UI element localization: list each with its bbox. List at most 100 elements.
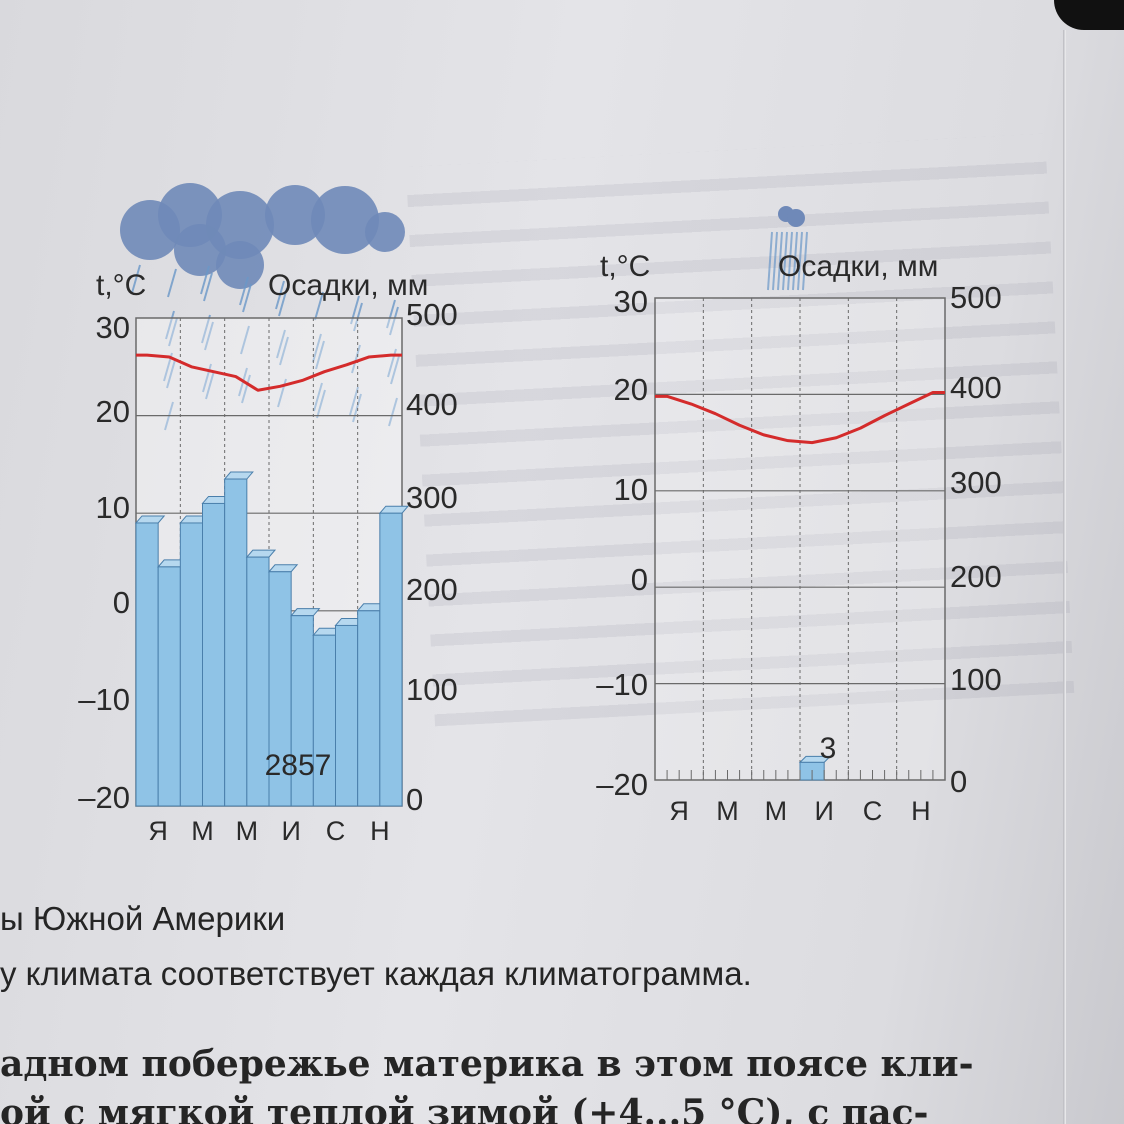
rain-streak <box>275 280 285 310</box>
rain-streak <box>167 268 177 298</box>
precip-bar <box>379 512 403 807</box>
temp-tick-label: –10 <box>78 682 130 717</box>
precip-tick-label: 300 <box>406 480 458 515</box>
annual-precip-total: 3 <box>820 732 837 765</box>
precip-bar <box>135 522 159 807</box>
precip-tick-label: 500 <box>950 280 1002 315</box>
figure-caption: ы Южной Америки <box>0 900 286 937</box>
rain-streak <box>168 317 178 347</box>
cloud-puff <box>787 209 805 227</box>
rain-streak <box>352 393 362 423</box>
temp-tick-label: –20 <box>78 780 130 815</box>
rain-streak <box>316 389 326 419</box>
cloud-puff <box>311 186 379 254</box>
cloud-puff <box>365 212 405 252</box>
month-label: М <box>236 816 259 846</box>
month-label: М <box>191 816 214 846</box>
rain-streak <box>772 231 778 291</box>
cloud-puff <box>216 241 264 289</box>
rain-streak <box>279 336 289 366</box>
precip-bar <box>335 624 359 807</box>
rain-streak <box>802 231 808 291</box>
temperature-line <box>136 353 402 392</box>
rain-streak <box>202 363 212 393</box>
precip-bar <box>179 522 203 807</box>
month-label: М <box>716 796 739 826</box>
rain-streak <box>350 295 360 325</box>
rain-streak <box>204 321 214 351</box>
month-label: С <box>326 816 346 846</box>
rain-streak <box>165 310 175 340</box>
cloud-puff <box>265 185 325 245</box>
temp-axis-title: t,°C <box>96 269 146 302</box>
month-label: Я <box>148 816 168 846</box>
rain-streak <box>241 374 251 404</box>
precip-tick-label: 400 <box>950 370 1002 405</box>
rain-streak <box>389 306 399 336</box>
temp-tick-label: –20 <box>596 767 648 802</box>
rain-streak <box>353 302 363 332</box>
temp-tick-label: 20 <box>96 394 130 429</box>
rain-streak <box>239 276 249 306</box>
rain-streak <box>315 340 325 370</box>
rain-streak <box>351 344 361 374</box>
small-rain-cloud-icon <box>767 206 808 291</box>
rain-streak <box>782 231 788 291</box>
rain-streak <box>388 397 398 427</box>
page-edge <box>1063 30 1066 1124</box>
temperature-line <box>655 390 945 445</box>
rain-streak <box>787 231 793 291</box>
rain-streak <box>314 291 324 321</box>
precip-tick-label: 300 <box>950 465 1002 500</box>
rain-streak <box>386 299 396 329</box>
rain-streak <box>166 359 176 389</box>
precip-tick-label: 100 <box>406 672 458 707</box>
rain-streak <box>205 370 215 400</box>
precip-tick-label: 200 <box>406 572 458 607</box>
precip-tick-label: 0 <box>406 782 423 817</box>
precip-tick-label: 0 <box>950 764 967 799</box>
precip-tick-label: 100 <box>950 662 1002 697</box>
temp-tick-label: 0 <box>631 562 648 597</box>
month-label: И <box>814 796 833 826</box>
temp-tick-label: 10 <box>614 472 648 507</box>
temp-tick-label: 10 <box>96 490 130 525</box>
precip-bar <box>157 566 181 807</box>
rain-streak <box>390 355 400 385</box>
precip-tick-label: 500 <box>406 297 458 332</box>
rain-streak <box>276 329 286 359</box>
rain-cloud-icon <box>120 183 405 431</box>
rain-streak <box>313 382 323 412</box>
rain-streak <box>242 283 252 313</box>
temp-tick-label: 0 <box>113 585 130 620</box>
precip-axis-title: Осадки, мм <box>778 250 938 283</box>
temp-tick-label: –10 <box>596 667 648 702</box>
task-text: у климата соответствует каждая климатогр… <box>0 955 752 992</box>
rain-streak <box>312 333 322 363</box>
temp-tick-label: 30 <box>96 310 130 345</box>
rain-streak <box>349 386 359 416</box>
precip-bar <box>202 502 226 807</box>
rain-streak <box>792 231 798 291</box>
rain-streak <box>240 325 250 355</box>
precip-axis-title: Осадки, мм <box>268 269 428 302</box>
annual-precip-total: 2857 <box>265 749 332 782</box>
precip-tick-label: 400 <box>406 387 458 422</box>
month-label: Я <box>669 796 689 826</box>
body-text-line: ой с мягкой теплой зимой (+4...5 °С), с … <box>0 1092 929 1124</box>
month-label: Н <box>370 816 390 846</box>
month-label: С <box>863 796 883 826</box>
rain-streak <box>797 231 803 291</box>
month-label: М <box>765 796 788 826</box>
precip-bar <box>224 478 248 807</box>
rain-streak <box>777 231 783 291</box>
rain-streak <box>201 314 211 344</box>
temp-tick-label: 30 <box>614 284 648 319</box>
rain-streak <box>278 287 288 317</box>
rain-streak <box>131 264 141 294</box>
month-label: Н <box>911 796 931 826</box>
precip-bar <box>357 610 381 807</box>
rain-streak <box>200 265 210 295</box>
